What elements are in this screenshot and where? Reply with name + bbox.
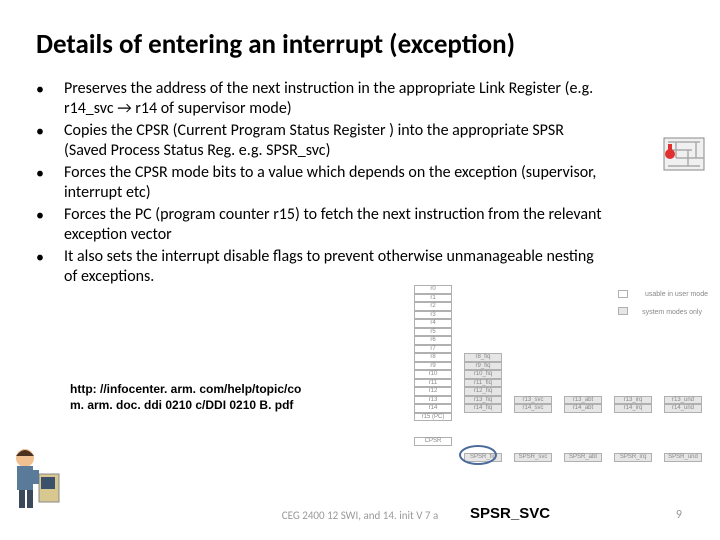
spsr-svc-highlight-circle <box>459 445 497 465</box>
register-cell: r7 <box>414 345 452 354</box>
register-cell: r3 <box>414 311 452 320</box>
register-cell: r9_fiq <box>464 362 502 371</box>
spsr-cell: SPSR_irq <box>614 453 652 462</box>
mode-column: r13_irqr14_irq <box>614 396 652 413</box>
register-cell: r14_und <box>664 404 702 413</box>
register-cell: r13_irq <box>614 396 652 405</box>
register-cell: r13_abt <box>564 396 602 405</box>
list-item: • Forces the PC (program counter r15) to… <box>36 205 684 245</box>
register-cell: r14_fiq <box>464 404 502 413</box>
register-cell: r9 <box>414 362 452 371</box>
spsr-cell: SPSR_und <box>664 453 702 462</box>
citation-line: m. arm. doc. ddi 0210 c/DDI 0210 B. pdf <box>70 398 330 414</box>
bullet-mark: • <box>36 205 64 225</box>
list-item: • Copies the CPSR (Current Program Statu… <box>36 121 684 161</box>
bullet-text: Copies the CPSR (Current Program Status … <box>64 121 684 161</box>
bullet-text: Forces the PC (program counter r15) to f… <box>64 205 684 245</box>
cpsr-cell: CPSR <box>414 437 452 446</box>
spsr-cell: SPSR_svc <box>514 453 552 462</box>
maze-illustration-icon <box>660 130 710 180</box>
register-cell: r14 <box>414 404 452 413</box>
register-cell: r0 <box>414 285 452 294</box>
register-cell: r10_fiq <box>464 370 502 379</box>
spsr-row: SPSR_fiqSPSR_svcSPSR_abtSPSR_irqSPSR_und <box>464 453 702 462</box>
slide: Details of entering an interrupt (except… <box>0 0 720 540</box>
spsr-cell: SPSR_abt <box>564 453 602 462</box>
bullet-mark: • <box>36 163 64 183</box>
cpsr-row: CPSR <box>414 437 452 446</box>
legend-user-mode: usable in user mode <box>645 291 708 298</box>
register-cell: r13_svc <box>514 396 552 405</box>
register-cell: r13_und <box>664 396 702 405</box>
bullet-text: Preserves the address of the next instru… <box>64 79 684 119</box>
bullet-text: Forces the CPSR mode bits to a value whi… <box>64 163 684 203</box>
footer: CEG 2400 12 SWI, and 14. init V 7 a SPSR… <box>0 505 720 522</box>
citation-line: http: //infocenter. arm. com/help/topic/… <box>70 382 330 398</box>
register-cell: r8_fiq <box>464 353 502 362</box>
register-cell: r12 <box>414 387 452 396</box>
register-cell: r14_irq <box>614 404 652 413</box>
register-cell: r1 <box>414 294 452 303</box>
character-illustration-icon <box>5 442 65 512</box>
mode-column: r8_fiqr9_fiqr10_fiqr11_fiqr12_fiqr13_fiq… <box>464 353 502 413</box>
mode-column: r13_abtr14_abt <box>564 396 602 413</box>
list-item: • Preserves the address of the next inst… <box>36 79 684 119</box>
bullet-mark: • <box>36 79 64 99</box>
page-number: 9 <box>676 508 682 522</box>
list-item: • Forces the CPSR mode bits to a value w… <box>36 163 684 203</box>
legend-swatch-system <box>618 307 628 315</box>
legend-swatch-user <box>618 290 628 298</box>
register-cell: r15 (PC) <box>414 413 452 422</box>
bullet-mark: • <box>36 121 64 141</box>
register-cell: r10 <box>414 370 452 379</box>
register-column-main: r0r1r2r3r4r5r6r7r8r9r10r11r12r13r14r15 (… <box>414 285 452 421</box>
footer-center-text: CEG 2400 12 SWI, and 14. init V 7 a <box>282 509 439 522</box>
legend-system-mode: system modes only <box>642 309 702 316</box>
register-cell: r4 <box>414 319 452 328</box>
register-cell: r13_fiq <box>464 396 502 405</box>
register-cell: r14_abt <box>564 404 602 413</box>
citation: http: //infocenter. arm. com/help/topic/… <box>70 382 330 413</box>
bullet-mark: • <box>36 247 64 267</box>
register-cell: r11 <box>414 379 452 388</box>
register-diagram: r0r1r2r3r4r5r6r7r8r9r10r11r12r13r14r15 (… <box>414 285 686 480</box>
register-cell: r6 <box>414 336 452 345</box>
register-cell: r5 <box>414 328 452 337</box>
mode-column: r13_undr14_und <box>664 396 702 413</box>
register-cell: r13 <box>414 396 452 405</box>
register-cell: r14_svc <box>514 404 552 413</box>
footer-spsr-label: SPSR_SVC <box>470 505 550 522</box>
register-cell: r8 <box>414 353 452 362</box>
bullet-list: • Preserves the address of the next inst… <box>36 79 684 287</box>
register-cell: r12_fiq <box>464 387 502 396</box>
register-cell: r2 <box>414 302 452 311</box>
mode-column: r13_svcr14_svc <box>514 396 552 413</box>
slide-title: Details of entering an interrupt (except… <box>36 28 684 61</box>
register-cell: r11_fiq <box>464 379 502 388</box>
list-item: • It also sets the interrupt disable fla… <box>36 247 684 287</box>
bullet-text: It also sets the interrupt disable flags… <box>64 247 684 287</box>
